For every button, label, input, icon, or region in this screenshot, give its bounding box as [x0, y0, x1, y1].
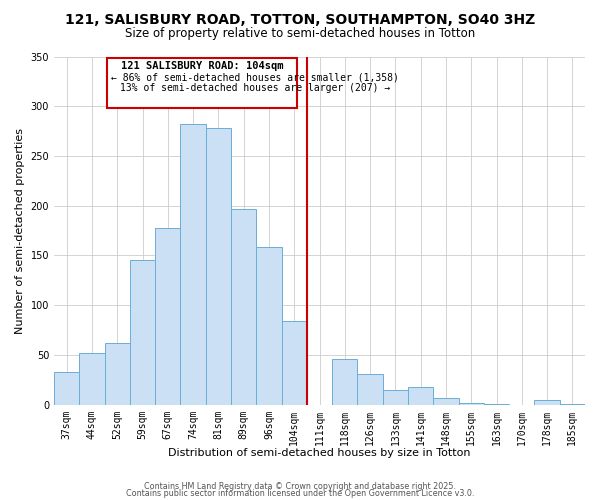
- Bar: [54, 372, 79, 404]
- Bar: [104, 343, 130, 404]
- Text: Size of property relative to semi-detached houses in Totton: Size of property relative to semi-detach…: [125, 26, 475, 40]
- Bar: [535, 400, 560, 404]
- Bar: [383, 390, 408, 404]
- Bar: [181, 124, 206, 404]
- Bar: [130, 260, 155, 404]
- Text: 121 SALISBURY ROAD: 104sqm: 121 SALISBURY ROAD: 104sqm: [121, 62, 283, 72]
- Text: Contains public sector information licensed under the Open Government Licence v3: Contains public sector information licen…: [126, 490, 474, 498]
- X-axis label: Distribution of semi-detached houses by size in Totton: Distribution of semi-detached houses by …: [168, 448, 471, 458]
- Bar: [458, 402, 484, 404]
- Text: 121, SALISBURY ROAD, TOTTON, SOUTHAMPTON, SO40 3HZ: 121, SALISBURY ROAD, TOTTON, SOUTHAMPTON…: [65, 12, 535, 26]
- Bar: [79, 353, 104, 405]
- Text: Contains HM Land Registry data © Crown copyright and database right 2025.: Contains HM Land Registry data © Crown c…: [144, 482, 456, 491]
- Bar: [206, 128, 231, 404]
- Bar: [433, 398, 458, 404]
- Bar: [231, 208, 256, 404]
- Y-axis label: Number of semi-detached properties: Number of semi-detached properties: [15, 128, 25, 334]
- Bar: [408, 386, 433, 404]
- Bar: [358, 374, 383, 404]
- Text: ← 86% of semi-detached houses are smaller (1,358): ← 86% of semi-detached houses are smalle…: [111, 72, 399, 83]
- Text: 13% of semi-detached houses are larger (207) →: 13% of semi-detached houses are larger (…: [120, 84, 390, 94]
- Bar: [281, 321, 307, 404]
- FancyBboxPatch shape: [107, 58, 297, 108]
- Bar: [256, 248, 281, 404]
- Bar: [332, 359, 358, 405]
- Bar: [155, 228, 181, 404]
